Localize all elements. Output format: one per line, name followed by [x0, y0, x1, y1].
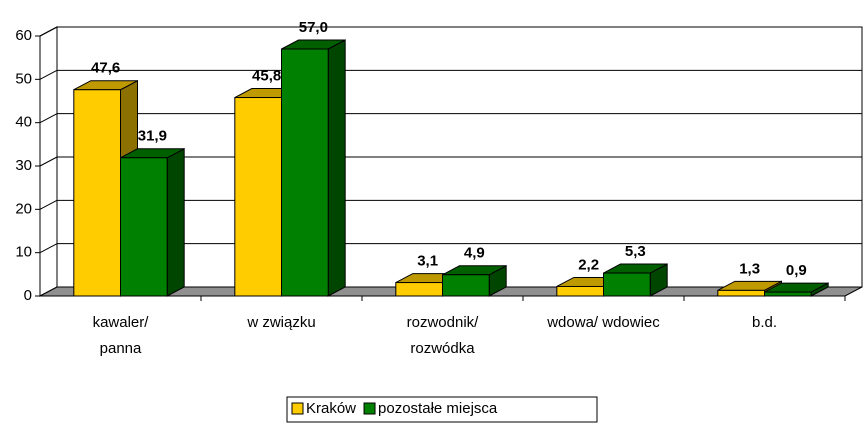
bar-front	[281, 48, 329, 297]
x-tick-label: w związku	[246, 314, 315, 331]
value-label: 5,3	[625, 243, 646, 260]
grid-line	[39, 243, 58, 254]
bar-front	[717, 289, 765, 297]
legend-label: pozostałe miejsca	[378, 400, 498, 417]
bar-front	[764, 291, 812, 297]
y-tick-label: 10	[15, 244, 32, 261]
bar-front	[234, 97, 282, 297]
bar	[281, 39, 346, 297]
value-label: 2,2	[578, 256, 599, 273]
y-tick-label: 0	[24, 287, 32, 304]
bar-front	[442, 274, 490, 297]
y-tick-label: 30	[15, 157, 32, 174]
y-tick-label: 60	[15, 27, 32, 44]
value-label: 4,9	[464, 245, 485, 262]
grid-line	[39, 69, 58, 80]
bar-side	[327, 39, 346, 297]
value-label: 47,6	[91, 60, 120, 77]
bar-front	[556, 285, 604, 297]
value-label: 31,9	[138, 128, 167, 145]
grid-line	[39, 113, 58, 124]
legend: Kraków pozostałe miejsca	[286, 396, 598, 423]
value-label: 3,1	[417, 253, 438, 270]
value-label: 57,0	[299, 19, 328, 36]
x-tick-label: rozwodnik/	[407, 314, 480, 331]
value-label: 45,8	[252, 68, 281, 85]
value-label: 1,3	[739, 260, 760, 277]
grid-line	[39, 26, 58, 37]
value-label: 0,9	[786, 262, 807, 279]
x-tick-label: rozwódka	[410, 340, 475, 357]
bar-front	[73, 89, 121, 297]
x-tick-label: wdowa/ wdowiec	[546, 314, 660, 331]
legend-swatch	[291, 402, 304, 415]
bar	[120, 147, 185, 297]
bar-front	[603, 272, 651, 297]
bar-front	[120, 157, 168, 297]
x-tick-label: b.d.	[752, 314, 777, 331]
legend-swatch	[363, 402, 376, 415]
bar-front	[395, 282, 443, 297]
y-tick-label: 40	[15, 114, 32, 131]
bar	[603, 263, 668, 297]
bar	[764, 282, 829, 297]
bar	[442, 264, 507, 297]
legend-label: Kraków	[306, 400, 356, 417]
x-tick-label: panna	[100, 340, 142, 357]
grid-line	[39, 156, 58, 167]
grid-line	[39, 199, 58, 210]
legend-box	[286, 396, 598, 423]
x-tick-label: kawaler/	[93, 314, 150, 331]
y-tick-label: 20	[15, 200, 32, 217]
bar-side	[166, 147, 185, 297]
y-tick-label: 50	[15, 70, 32, 87]
